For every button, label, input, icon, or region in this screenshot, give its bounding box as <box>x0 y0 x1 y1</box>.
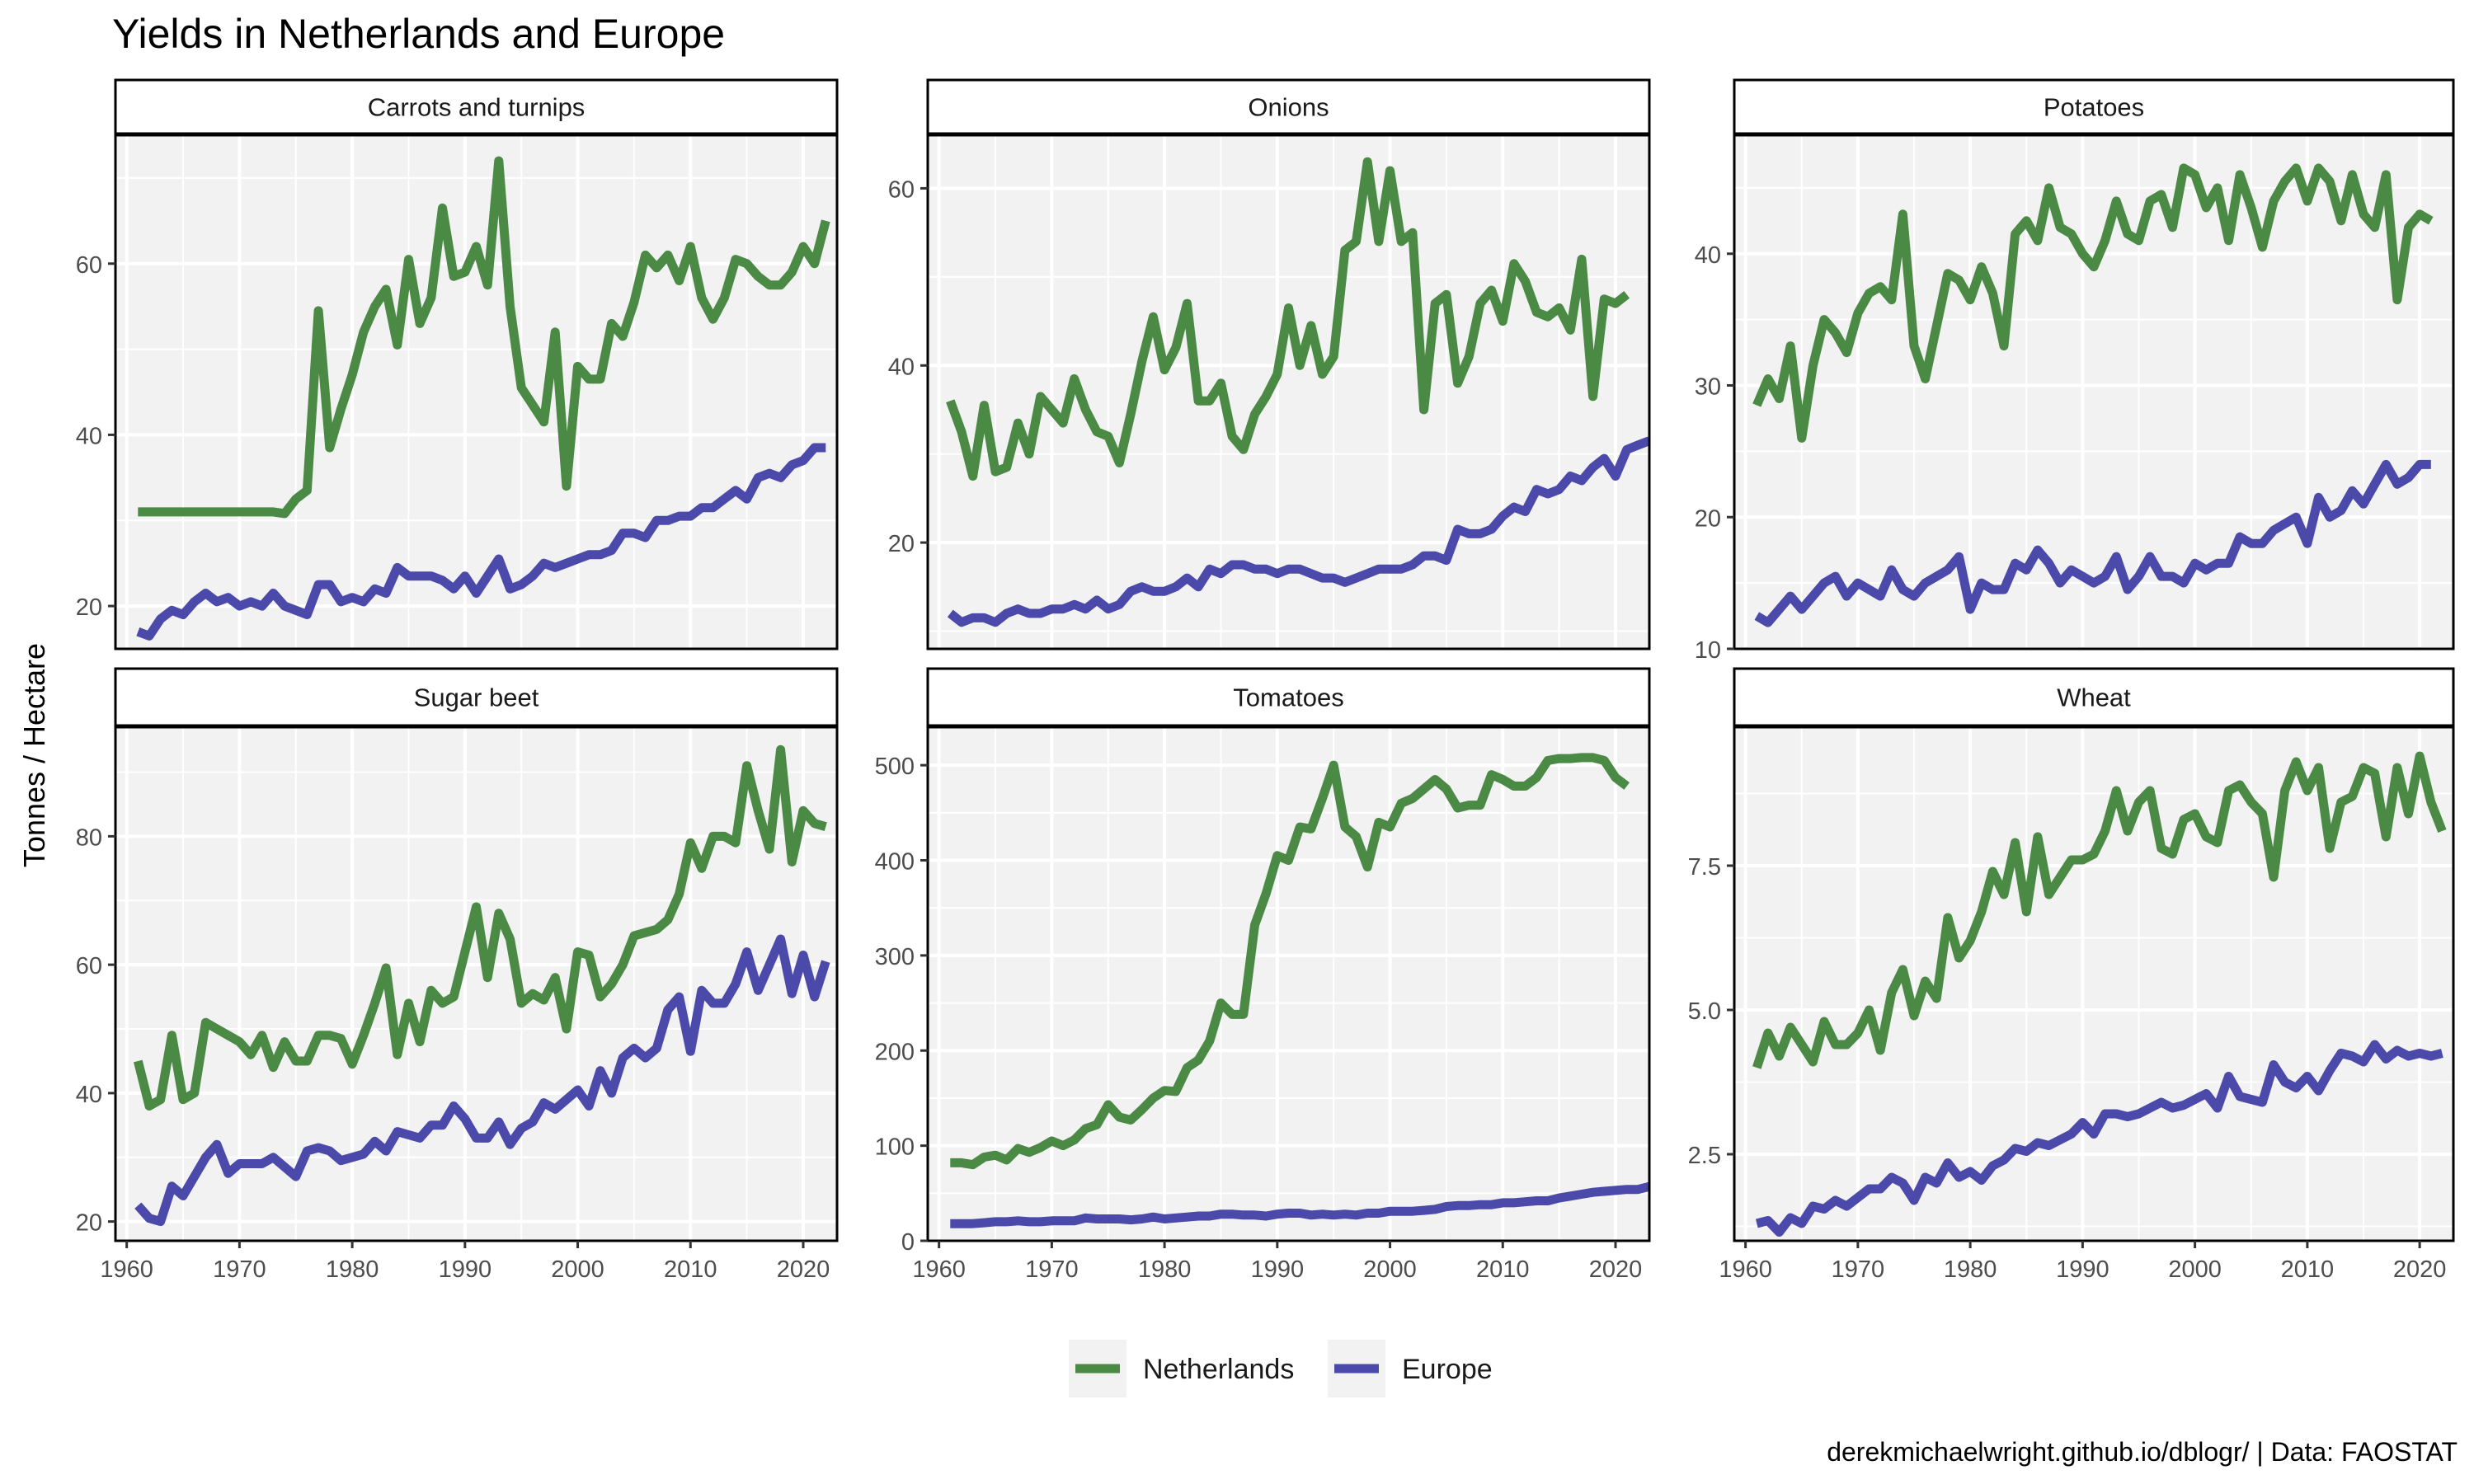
series-line-europe-potatoes <box>1754 459 2431 627</box>
panel-border-sugar-beet <box>114 726 839 1242</box>
y-tick-label: 400 <box>875 849 915 876</box>
y-tick-label: 2.5 <box>1688 1143 1721 1169</box>
y-tick-label: 500 <box>875 754 915 780</box>
y-tick-label: 7.5 <box>1688 854 1721 881</box>
facet-label-wheat: Wheat <box>2057 683 2131 712</box>
panel-border-carrots-and-turnips <box>114 134 839 650</box>
panel-bg-carrots-and-turnips <box>115 135 837 649</box>
y-tick-label: 200 <box>875 1039 915 1065</box>
facet-label-sugar-beet: Sugar beet <box>414 683 539 712</box>
series-line-europe-wheat <box>1755 1040 2443 1237</box>
series-line-europe-onions <box>947 436 1649 627</box>
facet-strip-carrots-and-turnips <box>114 78 839 135</box>
x-tick-label: 1990 <box>1251 1256 1305 1283</box>
x-tick-label: 2010 <box>1476 1256 1530 1283</box>
series-line-netherlands-onions <box>946 157 1630 481</box>
facet-potatoes: Potatoes 10 20 30 40 <box>1695 78 2455 664</box>
facet-panels: Carrots and turnips 20 40 60 Onions 20 40 60 Pot… <box>76 78 2455 1283</box>
x-tick-label: 1970 <box>1025 1256 1079 1283</box>
y-tick-label: 40 <box>76 423 102 449</box>
series-line-netherlands-carrots-and-turnips <box>138 156 830 519</box>
series-line-europe-tomatoes <box>950 1181 1649 1228</box>
facet-strip-wheat <box>1733 667 2455 727</box>
x-tick-label: 1980 <box>1138 1256 1192 1283</box>
panel-bg-onions <box>928 135 1649 649</box>
x-tick-label: 2000 <box>551 1256 604 1283</box>
facet-strip-onions <box>926 78 1651 135</box>
y-tick-label: 20 <box>76 1210 102 1237</box>
y-tick-label: 300 <box>875 944 915 970</box>
facet-strip-sugar-beet <box>114 667 839 727</box>
y-axis-label: Tonnes / Hectare <box>17 643 51 867</box>
x-tick-label: 1990 <box>439 1256 492 1283</box>
series-line-netherlands-tomatoes <box>950 753 1630 1170</box>
series-line-europe-carrots-and-turnips <box>136 443 826 641</box>
x-tick-label: 1990 <box>2056 1256 2109 1283</box>
x-tick-label: 1980 <box>326 1256 379 1283</box>
panel-border-tomatoes <box>926 726 1651 1242</box>
facet-label-onions: Onions <box>1248 93 1329 122</box>
y-tick-label: 5.0 <box>1688 998 1721 1025</box>
series-line-netherlands-sugar-beet <box>133 744 827 1111</box>
panel-border-wheat <box>1733 726 2455 1242</box>
x-tick-label: 2020 <box>1589 1256 1643 1283</box>
x-tick-label: 2000 <box>1363 1256 1417 1283</box>
y-tick-label: 80 <box>76 824 102 851</box>
x-tick-label: 1980 <box>1944 1256 1997 1283</box>
y-tick-label: 30 <box>1695 374 1721 401</box>
x-tick-label: 1970 <box>213 1256 266 1283</box>
legend-label-netherlands: Netherlands <box>1143 1354 1294 1385</box>
y-tick-label: 40 <box>1695 242 1721 269</box>
series-line-europe-sugar-beet <box>134 934 830 1227</box>
y-tick-label: 60 <box>76 252 102 279</box>
y-tick-label: 40 <box>76 1082 102 1108</box>
panel-bg-potatoes <box>1734 135 2453 649</box>
panel-bg-tomatoes <box>928 727 1649 1241</box>
panel-border-onions <box>926 134 1651 650</box>
panel-bg-sugar-beet <box>115 727 837 1241</box>
x-tick-label: 2000 <box>2168 1256 2222 1283</box>
x-tick-label: 2020 <box>2393 1256 2447 1283</box>
y-tick-label: 60 <box>76 953 102 979</box>
facet-label-carrots-and-turnips: Carrots and turnips <box>368 93 586 122</box>
legend: Netherlands Europe <box>1069 1340 1493 1397</box>
y-tick-label: 10 <box>1695 637 1721 664</box>
y-tick-label: 100 <box>875 1134 915 1161</box>
series-line-netherlands-wheat <box>1752 751 2447 1069</box>
x-tick-label: 1960 <box>1719 1256 1772 1283</box>
chart-caption: derekmichaelwright.github.io/dblogr/ | D… <box>1827 1437 2458 1467</box>
y-tick-label: 20 <box>888 531 915 557</box>
x-tick-label: 1960 <box>100 1256 153 1283</box>
facet-strip-potatoes <box>1733 78 2455 135</box>
y-tick-label: 20 <box>1695 505 1721 532</box>
x-tick-label: 2010 <box>664 1256 717 1283</box>
chart-title: Yields in Netherlands and Europe <box>112 11 725 57</box>
facet-wheat: Wheat 2.5 5.0 7.5 1960 1970 1980 1990 2000 2010 20… <box>1688 667 2455 1283</box>
facet-onions: Onions 20 40 60 <box>888 78 1651 650</box>
facet-tomatoes: Tomatoes 0 100 200 300 400 500 1960 1970 1980 1990… <box>875 667 1651 1283</box>
legend-label-europe: Europe <box>1402 1354 1493 1385</box>
facet-label-tomatoes: Tomatoes <box>1233 683 1343 712</box>
y-tick-label: 0 <box>901 1229 915 1256</box>
x-tick-label: 2020 <box>777 1256 830 1283</box>
series-line-netherlands-potatoes <box>1752 163 2434 443</box>
facet-strip-tomatoes <box>926 667 1651 727</box>
x-tick-label: 1960 <box>912 1256 966 1283</box>
panel-border-potatoes <box>1733 134 2455 650</box>
y-tick-label: 40 <box>888 354 915 380</box>
facet-carrots-and-turnips: Carrots and turnips 20 40 60 <box>76 78 839 650</box>
facet-label-potatoes: Potatoes <box>2044 93 2144 122</box>
y-tick-label: 20 <box>76 594 102 621</box>
y-tick-label: 60 <box>888 176 915 203</box>
x-tick-label: 2010 <box>2281 1256 2335 1283</box>
x-tick-label: 1970 <box>1832 1256 1885 1283</box>
facet-sugar-beet: Sugar beet 20 40 60 80 1960 1970 1980 1990 2000 20… <box>76 667 839 1283</box>
